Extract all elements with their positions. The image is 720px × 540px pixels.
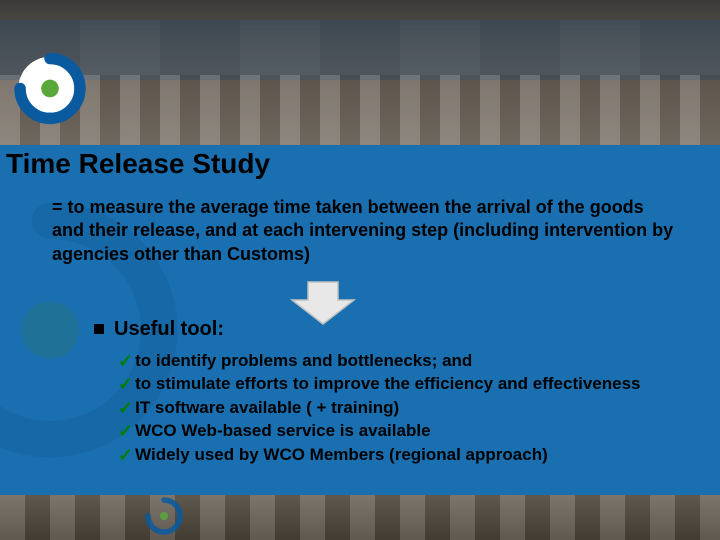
slide-root: Time Release Study = to measure the aver… — [0, 0, 720, 540]
background-photo-top — [0, 0, 720, 145]
square-bullet-icon — [94, 324, 104, 334]
check-icon: ✓ — [118, 444, 133, 467]
check-icon: ✓ — [118, 350, 133, 373]
check-icon: ✓ — [118, 420, 133, 443]
list-item-text: IT software available ( + training) — [135, 397, 680, 420]
list-item: ✓ Widely used by WCO Members (regional a… — [118, 444, 680, 467]
list-item: ✓ to stimulate efforts to improve the ef… — [118, 373, 680, 396]
bullet-list: ✓ to identify problems and bottlenecks; … — [118, 350, 680, 467]
wco-logo-footer — [144, 496, 184, 536]
down-arrow-icon — [288, 280, 358, 326]
background-photo-bottom — [0, 495, 720, 540]
check-icon: ✓ — [118, 397, 133, 420]
slide-title: Time Release Study — [6, 148, 270, 180]
subheading-text: Useful tool: — [114, 318, 224, 340]
list-item: ✓ WCO Web-based service is available — [118, 420, 680, 443]
list-item: ✓ to identify problems and bottlenecks; … — [118, 350, 680, 373]
list-item-text: Widely used by WCO Members (regional app… — [135, 444, 680, 467]
wco-logo — [6, 48, 94, 136]
list-item-text: WCO Web-based service is available — [135, 420, 680, 443]
list-item-text: to identify problems and bottlenecks; an… — [135, 350, 680, 373]
definition-text: = to measure the average time taken betw… — [52, 196, 680, 266]
check-icon: ✓ — [118, 373, 133, 396]
subheading: Useful tool: — [94, 318, 224, 341]
list-item: ✓ IT software available ( + training) — [118, 397, 680, 420]
list-item-text: to stimulate efforts to improve the effi… — [135, 373, 680, 396]
